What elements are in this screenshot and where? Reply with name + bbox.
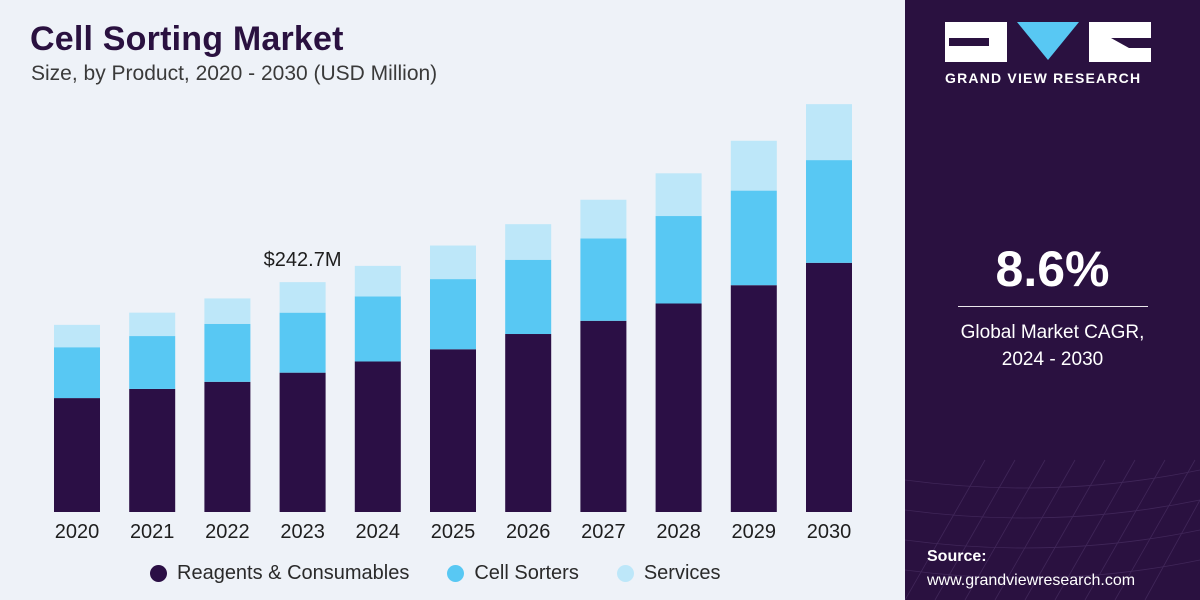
legend: Reagents & Consumables Cell Sorters Serv… xyxy=(150,562,721,585)
bar-segment-2021-reagents-consumables xyxy=(129,388,176,512)
x-tick-label-2028: 2028 xyxy=(656,521,701,543)
bar-segment-2025-cell-sorters xyxy=(430,279,476,350)
bar-segment-2023-services xyxy=(279,282,326,313)
legend-swatch-cell-sorters xyxy=(447,565,465,582)
legend-label-cell-sorters: Cell Sorters xyxy=(474,562,579,584)
brand-name: GRAND VIEW RESEARCH xyxy=(945,70,1142,86)
source-url: www.grandviewresearch.com xyxy=(927,572,1136,589)
bar-segment-2022-cell-sorters xyxy=(204,323,251,382)
legend-label-services: Services xyxy=(643,562,721,584)
cagr-block: 8.6% Global Market CAGR, 2024 - 2030 xyxy=(905,240,1200,373)
bar-segment-2027-reagents-consumables xyxy=(580,320,627,512)
cagr-label-line2: 2024 - 2030 xyxy=(1001,349,1104,370)
x-tick-label-2025: 2025 xyxy=(431,521,476,543)
legend-item-services: Services xyxy=(616,562,721,585)
x-tick-label-2021: 2021 xyxy=(130,521,175,543)
logo-marks xyxy=(945,22,1160,62)
cagr-divider xyxy=(957,306,1148,307)
logo-v-mark-icon xyxy=(1017,22,1079,60)
bar-segment-2027-cell-sorters xyxy=(580,238,627,321)
bar-segment-2023-cell-sorters xyxy=(279,312,326,373)
bar-segment-2024-reagents-consumables xyxy=(354,361,401,512)
chart-title: Cell Sorting Market xyxy=(30,20,344,58)
bar-segment-2026-reagents-consumables xyxy=(505,334,552,512)
legend-label-reagents: Reagents & Consumables xyxy=(177,562,410,584)
chart-subtitle: Size, by Product, 2020 - 2030 (USD Milli… xyxy=(31,62,438,85)
data-label-2023: $242.7M xyxy=(264,249,342,271)
bar-segment-2028-cell-sorters xyxy=(655,216,702,304)
bar-segment-2030-services xyxy=(806,104,852,161)
bar-segment-2028-services xyxy=(655,173,702,217)
logo-g-mark-icon xyxy=(945,22,1007,62)
bar-segment-2030-cell-sorters xyxy=(806,160,852,263)
logo-r-mark-icon xyxy=(1089,22,1151,62)
bar-segment-2020-cell-sorters xyxy=(54,347,100,399)
x-tick-label-2023: 2023 xyxy=(280,521,325,543)
x-tick-label-2024: 2024 xyxy=(356,521,401,543)
bar-segment-2022-reagents-consumables xyxy=(204,381,251,512)
x-tick-label-2029: 2029 xyxy=(732,521,777,543)
bar-segment-2025-services xyxy=(430,245,476,280)
bar-segment-2030-reagents-consumables xyxy=(806,262,852,512)
bar-segment-2024-services xyxy=(354,265,401,297)
bar-segment-2025-reagents-consumables xyxy=(430,349,476,512)
x-tick-label-2030: 2030 xyxy=(807,521,852,543)
chart-panel: Cell Sorting Market Size, by Product, 20… xyxy=(0,0,905,600)
bar-segment-2021-cell-sorters xyxy=(129,336,176,389)
bar-segment-2023-reagents-consumables xyxy=(279,372,326,512)
bar-segment-2029-services xyxy=(730,140,777,191)
info-panel xyxy=(905,0,1200,600)
cagr-label-line1: Global Market CAGR, xyxy=(960,322,1145,343)
legend-item-reagents: Reagents & Consumables xyxy=(150,562,409,585)
source-title: Source: xyxy=(927,548,987,565)
bar-segment-2029-reagents-consumables xyxy=(730,285,777,512)
source-block: Source: www.grandviewresearch.com xyxy=(927,545,1135,593)
bar-segment-2020-services xyxy=(54,324,100,348)
legend-item-cell-sorters: Cell Sorters xyxy=(447,562,579,585)
bar-segment-2020-reagents-consumables xyxy=(54,398,100,512)
bar-segment-2027-services xyxy=(580,199,627,239)
bar-segment-2026-cell-sorters xyxy=(505,259,552,335)
x-tick-label-2026: 2026 xyxy=(506,521,551,543)
x-tick-label-2022: 2022 xyxy=(205,521,250,543)
bar-segment-2022-services xyxy=(204,298,251,324)
legend-swatch-services xyxy=(616,565,634,582)
bar-chart: 2020 2021 2022 $242.7M 2023 2024 2025 2026 2027 2… xyxy=(54,104,852,543)
background-grid-decoration xyxy=(905,459,1200,600)
bar-segment-2024-cell-sorters xyxy=(354,296,401,362)
bar-segment-2021-services xyxy=(129,312,176,337)
legend-swatch-reagents xyxy=(150,565,167,582)
x-tick-label-2027: 2027 xyxy=(581,521,626,543)
brand-logo: GRAND VIEW RESEARCH xyxy=(945,22,1160,86)
x-tick-label-2020: 2020 xyxy=(55,521,100,543)
bar-segment-2026-services xyxy=(505,224,552,260)
bar-segment-2028-reagents-consumables xyxy=(655,303,702,512)
cagr-value: 8.6% xyxy=(995,241,1110,297)
bar-segment-2029-cell-sorters xyxy=(730,190,777,286)
